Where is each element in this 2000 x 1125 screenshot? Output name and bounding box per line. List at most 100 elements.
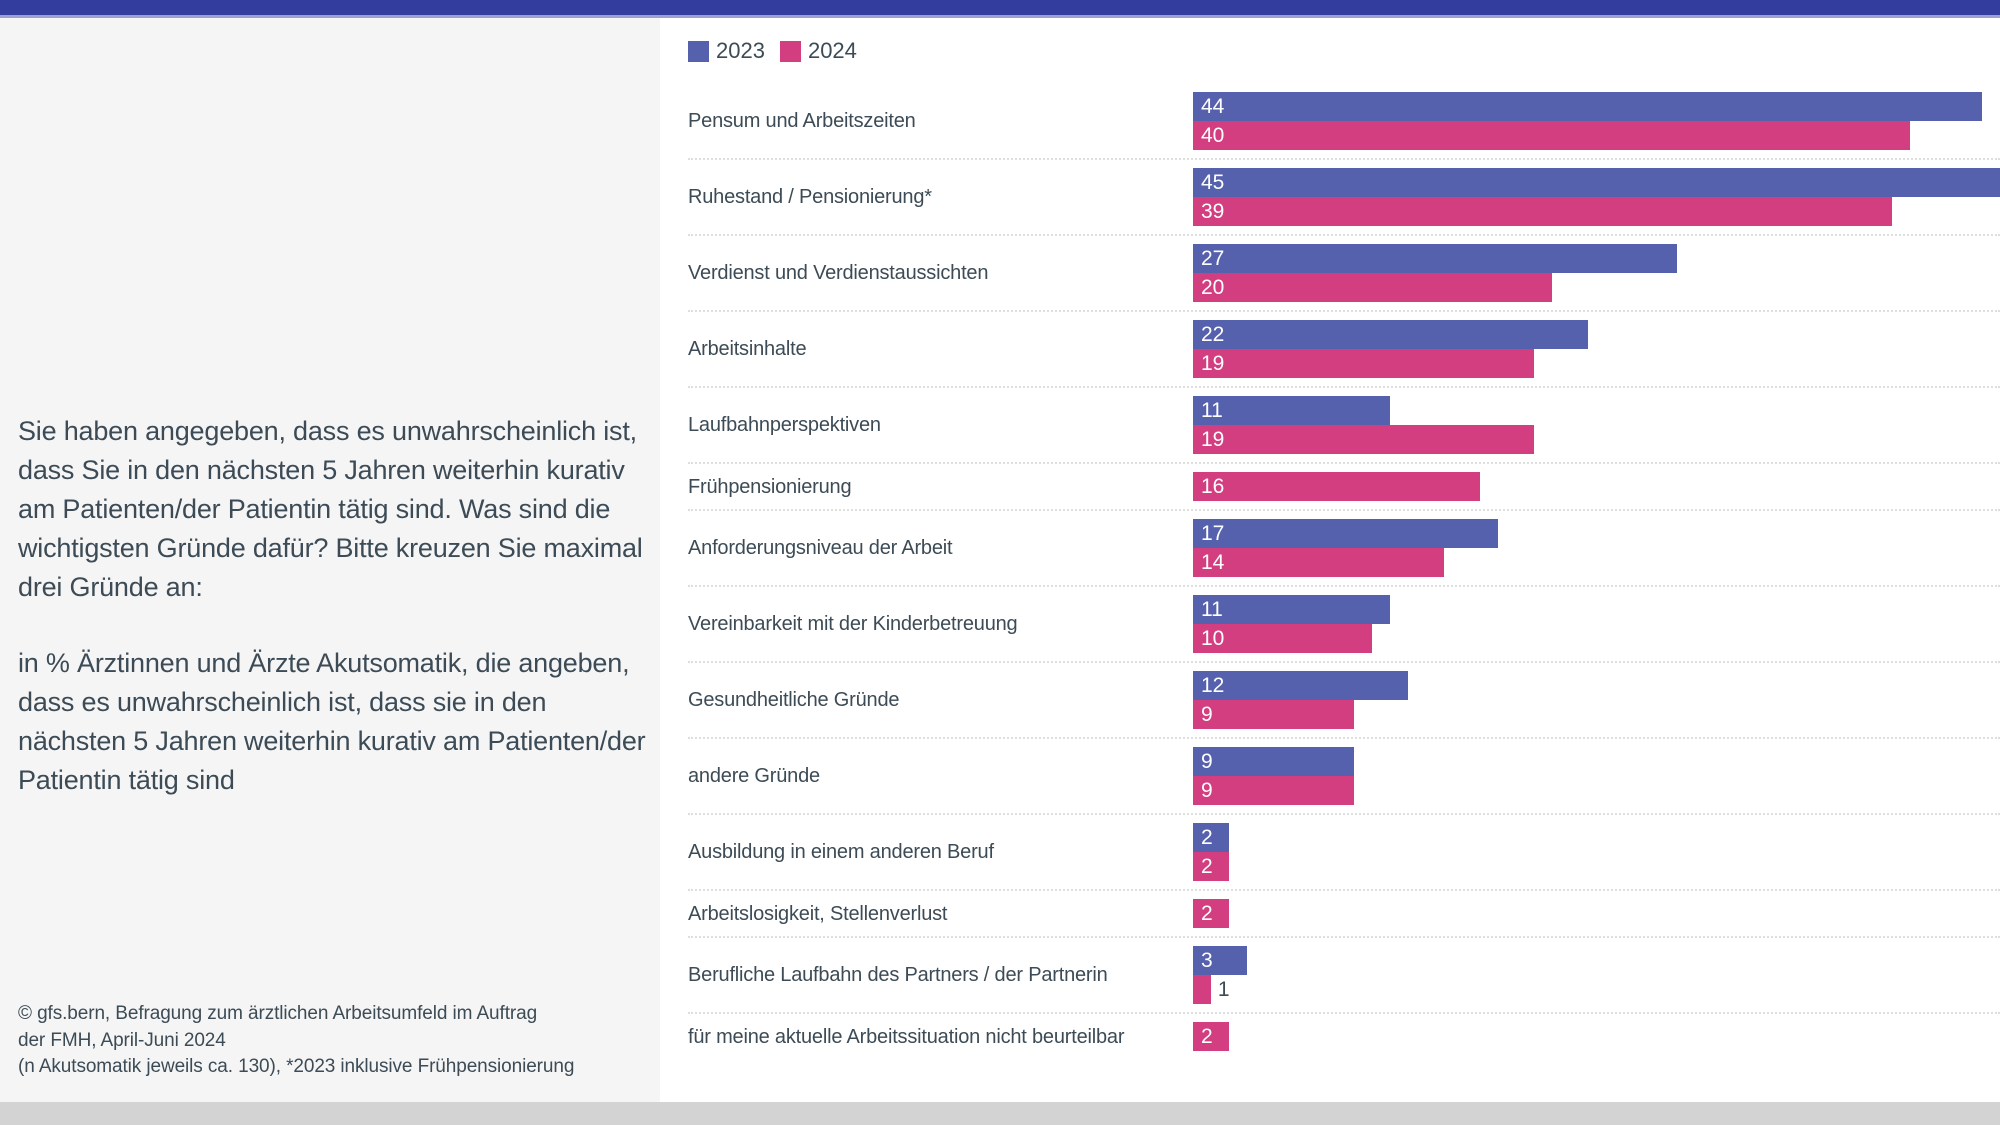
bar-2023: 11 xyxy=(1193,396,1391,425)
bar-group: 2 xyxy=(1193,1022,2000,1051)
bar-group: 22 19 xyxy=(1193,320,2000,378)
category-label: Arbeitsinhalte xyxy=(688,338,807,360)
legend-swatch-2024 xyxy=(779,40,801,62)
bar-2024: 16 xyxy=(1193,472,1480,501)
legend: 2023 2024 xyxy=(688,38,2000,64)
bar-2024 xyxy=(1193,975,1211,1004)
bar-group: 11 19 xyxy=(1193,396,2000,454)
bar-2024: 19 xyxy=(1193,425,1534,454)
chart-row: Ausbildung in einem anderen Beruf 2 2 xyxy=(688,815,2000,891)
chart-row: andere Gründe 9 9 xyxy=(688,739,2000,815)
chart-row: Gesundheitliche Gründe 12 9 xyxy=(688,663,2000,739)
category-label: Berufliche Laufbahn des Partners / der P… xyxy=(688,964,1108,986)
bar-2024: 19 xyxy=(1193,349,1534,378)
bar-2024: 9 xyxy=(1193,700,1355,729)
category-label: Verdienst und Verdienstaussichten xyxy=(688,262,989,284)
legend-label: 2023 xyxy=(716,38,765,63)
bar-group: 27 20 xyxy=(1193,244,2000,302)
chart-row: Anforderungsniveau der Arbeit 17 14 xyxy=(688,511,2000,587)
chart-row: Laufbahnperspektiven 11 19 xyxy=(688,388,2000,464)
bar-2024: 14 xyxy=(1193,548,1445,577)
bar-2023: 22 xyxy=(1193,320,1588,349)
bar-2024: 9 xyxy=(1193,776,1355,805)
bar-track: 11 xyxy=(1193,595,2000,624)
bar-value: 2 xyxy=(1201,825,1213,849)
bar-2023: 44 xyxy=(1193,92,1983,121)
chart-row: Frühpensionierung 16 xyxy=(688,464,2000,511)
chart-row: Ruhestand / Pensionierung* 45 39 xyxy=(688,160,2000,236)
bar-track: 11 xyxy=(1193,396,2000,425)
legend-item-2023: 2023 xyxy=(688,38,765,64)
legend-swatch-2023 xyxy=(688,40,709,62)
bar-track: 45 xyxy=(1193,168,2000,197)
bar-2023: 45 xyxy=(1193,168,2000,197)
bar-value: 20 xyxy=(1201,275,1225,299)
bar-track: 40 xyxy=(1193,121,2000,150)
bar-value: 45 xyxy=(1201,170,1225,194)
bar-2024: 10 xyxy=(1193,624,1373,653)
bar-value: 44 xyxy=(1201,94,1225,118)
bar-2024: 20 xyxy=(1193,273,1552,302)
bar-track: 19 xyxy=(1193,425,2000,454)
category-label: Frühpensionierung xyxy=(688,475,852,498)
bar-track: 10 xyxy=(1193,624,2000,653)
bar-track: 20 xyxy=(1193,273,2000,302)
bar-value: 10 xyxy=(1201,626,1225,650)
bar-2023: 12 xyxy=(1193,671,1409,700)
bar-2024: 2 xyxy=(1193,1022,1229,1051)
chart-subtitle: in % Ärztinnen und Ärzte Akutsomatik, di… xyxy=(18,648,646,795)
bar-value: 19 xyxy=(1201,427,1225,451)
chart-area: 2023 2024 Pensum und Arbeitszeiten 44 40 Ruh… xyxy=(660,18,2000,1102)
chart-row: Arbeitslosigkeit, Stellenverlust 2 xyxy=(688,891,2000,938)
bar-2023: 17 xyxy=(1193,519,1498,548)
bar-chart: Pensum und Arbeitszeiten 44 40 Ruhestand / … xyxy=(688,84,2000,1059)
bar-value: 2 xyxy=(1201,901,1213,925)
bar-track: 17 xyxy=(1193,519,2000,548)
bar-value: 2 xyxy=(1201,1024,1213,1048)
bar-value: 22 xyxy=(1201,322,1225,346)
survey-question: Sie haben angegeben, dass es unwahrschei… xyxy=(18,416,643,602)
bar-track: 3 xyxy=(1193,946,2000,975)
bar-2024: 39 xyxy=(1193,197,1893,226)
bar-value: 12 xyxy=(1201,673,1225,697)
bar-track: 19 xyxy=(1193,349,2000,378)
bar-2024: 2 xyxy=(1193,852,1229,881)
bar-value: 27 xyxy=(1201,246,1225,270)
chart-row: Pensum und Arbeitszeiten 44 40 xyxy=(688,84,2000,160)
bar-group: 16 xyxy=(1193,472,2000,501)
source-line-2: der FMH, April-Juni 2024 xyxy=(18,1029,226,1051)
bar-group: 11 10 xyxy=(1193,595,2000,653)
bar-track: 22 xyxy=(1193,320,2000,349)
bar-track: 2 xyxy=(1193,1022,2000,1051)
bar-value: 1 xyxy=(1217,977,1230,1001)
chart-row: Arbeitsinhalte 22 19 xyxy=(688,312,2000,388)
main-content: Sie haben angegeben, dass es unwahrschei… xyxy=(0,18,2000,1102)
category-label: Arbeitslosigkeit, Stellenverlust xyxy=(688,902,948,925)
chart-row: Vereinbarkeit mit der Kinderbetreuung 11 1… xyxy=(688,587,2000,663)
category-label: Ruhestand / Pensionierung* xyxy=(688,186,932,208)
bar-track: 27 xyxy=(1193,244,2000,273)
bar-value: 14 xyxy=(1201,550,1225,574)
source-line-3: (n Akutsomatik jeweils ca. 130), *2023 i… xyxy=(18,1055,575,1077)
source-line-1: © gfs.bern, Befragung zum ärztlichen Arb… xyxy=(18,1003,538,1025)
bar-track: 12 xyxy=(1193,671,2000,700)
category-label: für meine aktuelle Arbeitssituation nich… xyxy=(688,1025,1125,1048)
bar-track: 2 xyxy=(1193,823,2000,852)
bottom-accent-bar xyxy=(0,1102,2000,1125)
category-label: andere Gründe xyxy=(688,765,820,787)
bar-group: 17 14 xyxy=(1193,519,2000,577)
bar-track: 14 xyxy=(1193,548,2000,577)
bar-track: 2 xyxy=(1193,852,2000,881)
bar-value: 39 xyxy=(1201,199,1225,223)
bar-2024: 40 xyxy=(1193,121,1911,150)
bar-track: 9 xyxy=(1193,747,2000,776)
bar-group: 45 39 xyxy=(1193,168,2000,226)
bar-2023: 27 xyxy=(1193,244,1678,273)
bar-group: 2 xyxy=(1193,899,2000,928)
bar-value: 3 xyxy=(1201,948,1213,972)
bar-2023: 11 xyxy=(1193,595,1391,624)
